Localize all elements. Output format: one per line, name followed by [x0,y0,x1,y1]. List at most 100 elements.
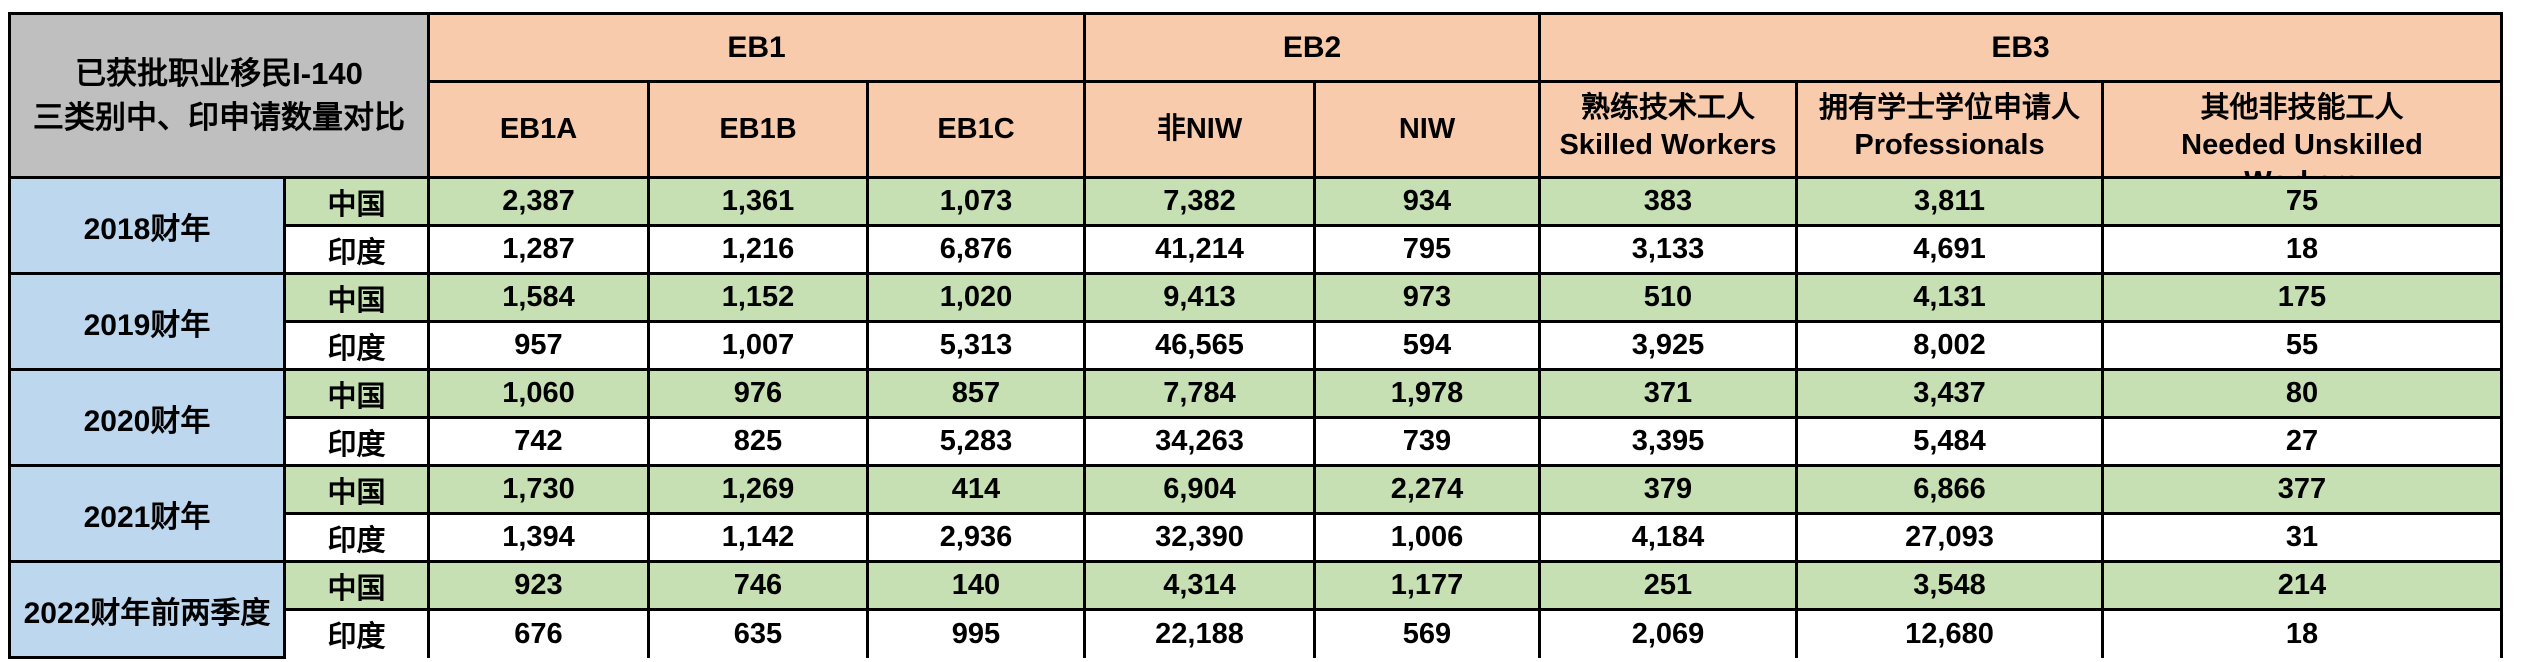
data-cell: 934 [1313,176,1541,227]
data-cell: 742 [427,416,650,467]
table-row: 2018财年 中国 2,387 1,361 1,073 7,382 934 38… [8,176,2503,275]
column-header-label: EB1B [719,113,797,145]
data-cell: 27,093 [1795,512,2104,563]
data-cell: 569 [1313,608,1541,658]
country-cell-china: 中国 [283,560,430,611]
data-cell: 371 [1538,368,1798,419]
data-cell: 1,073 [866,176,1086,227]
data-cell: 739 [1313,416,1541,467]
column-header-unskilled-workers: 其他非技能工人 Needed Unskilled Workers [2101,80,2503,179]
column-header-non-niw: 非NIW [1083,80,1316,179]
data-cell: 75 [2101,176,2503,227]
data-cell: 635 [647,608,869,658]
table-row: 印度 957 1,007 5,313 46,565 594 3,925 8,00… [10,320,2503,371]
country-cell-china: 中国 [283,176,430,227]
data-cell: 46,565 [1083,320,1316,371]
data-cell: 1,361 [647,176,869,227]
table-row: 印度 742 825 5,283 34,263 739 3,395 5,484 … [10,416,2503,467]
group-header-eb3: EB3 [1538,12,2503,83]
data-cell: 1,584 [427,272,650,323]
data-cell: 251 [1538,560,1798,611]
data-cell: 510 [1538,272,1798,323]
data-cell: 4,184 [1538,512,1798,563]
year-cell-2022: 2022财年前两季度 [8,560,286,659]
group-header-eb1: EB1 [427,12,1086,83]
year-cell-2019: 2019财年 [8,272,286,371]
data-cell: 995 [866,608,1086,658]
data-cell: 3,811 [1795,176,2104,227]
data-cell: 6,904 [1083,464,1316,515]
data-cell: 379 [1538,464,1798,515]
data-cell: 18 [2101,608,2503,658]
data-cell: 976 [647,368,869,419]
data-cell: 2,936 [866,512,1086,563]
data-cell: 12,680 [1795,608,2104,658]
data-cell: 594 [1313,320,1541,371]
data-cell: 27 [2101,416,2503,467]
data-cell: 2,069 [1538,608,1798,658]
data-cell: 55 [2101,320,2503,371]
data-cell: 1,152 [647,272,869,323]
data-cell: 7,784 [1083,368,1316,419]
column-header-label: 熟练技术工人 Skilled Workers [1559,92,1777,161]
data-cell: 9,413 [1083,272,1316,323]
column-header-eb1b: EB1B [647,80,869,179]
table-row: 印度 1,287 1,216 6,876 41,214 795 3,133 4,… [10,224,2503,275]
column-header-label: 非NIW [1156,113,1243,145]
data-cell: 80 [2101,368,2503,419]
column-header-label: EB1A [499,113,578,145]
data-cell: 31 [2101,512,2503,563]
data-cell: 5,283 [866,416,1086,467]
data-cell: 7,382 [1083,176,1316,227]
data-cell: 18 [2101,224,2503,275]
data-cell: 1,978 [1313,368,1541,419]
data-cell: 175 [2101,272,2503,323]
data-cell: 1,730 [427,464,650,515]
data-cell: 140 [866,560,1086,611]
table-row: 印度 676 635 995 22,188 569 2,069 12,680 1… [10,608,2503,658]
column-header-label: NIW [1398,113,1456,145]
data-cell: 1,060 [427,368,650,419]
country-cell-india: 印度 [283,512,430,563]
table-row: 2019财年 中国 1,584 1,152 1,020 9,413 973 51… [8,272,2503,371]
data-cell: 923 [427,560,650,611]
data-cell: 1,020 [866,272,1086,323]
data-cell: 4,131 [1795,272,2104,323]
data-cell: 32,390 [1083,512,1316,563]
data-cell: 5,313 [866,320,1086,371]
column-header-label: 其他非技能工人 Needed Unskilled Workers [2181,92,2423,175]
column-header-eb1c: EB1C [866,80,1086,179]
data-cell: 6,876 [866,224,1086,275]
data-cell: 746 [647,560,869,611]
group-header-eb2: EB2 [1083,12,1541,83]
data-cell: 4,314 [1083,560,1316,611]
i140-comparison-table: 已获批职业移民I-140 三类别中、印申请数量对比 EB1 EB2 EB3 EB… [8,12,2503,659]
data-cell: 214 [2101,560,2503,611]
data-cell: 3,395 [1538,416,1798,467]
country-cell-china: 中国 [283,368,430,419]
table-row: 2021财年 中国 1,730 1,269 414 6,904 2,274 37… [8,464,2503,563]
column-header-label: EB1C [937,113,1015,145]
country-cell-china: 中国 [283,464,430,515]
column-header-eb1a: EB1A [427,80,650,179]
data-cell: 1,216 [647,224,869,275]
year-cell-2018: 2018财年 [8,176,286,275]
data-cell: 857 [866,368,1086,419]
data-cell: 4,691 [1795,224,2104,275]
data-cell: 973 [1313,272,1541,323]
data-cell: 6,866 [1795,464,2104,515]
data-cell: 3,548 [1795,560,2104,611]
data-cell: 22,188 [1083,608,1316,658]
data-cell: 3,437 [1795,368,2104,419]
table-row: 2022财年前两季度 中国 923 746 140 4,314 1,177 25… [8,560,2503,659]
data-cell: 383 [1538,176,1798,227]
country-cell-india: 印度 [283,320,430,371]
table-row: 2020财年 中国 1,060 976 857 7,784 1,978 371 … [8,368,2503,467]
data-cell: 1,007 [647,320,869,371]
column-header-label: 拥有学士学位申请人 Professionals [1818,92,2080,161]
table-title: 已获批职业移民I-140 三类别中、印申请数量对比 [8,12,430,179]
data-cell: 676 [427,608,650,658]
data-cell: 8,002 [1795,320,2104,371]
data-cell: 825 [647,416,869,467]
country-cell-india: 印度 [283,608,430,658]
